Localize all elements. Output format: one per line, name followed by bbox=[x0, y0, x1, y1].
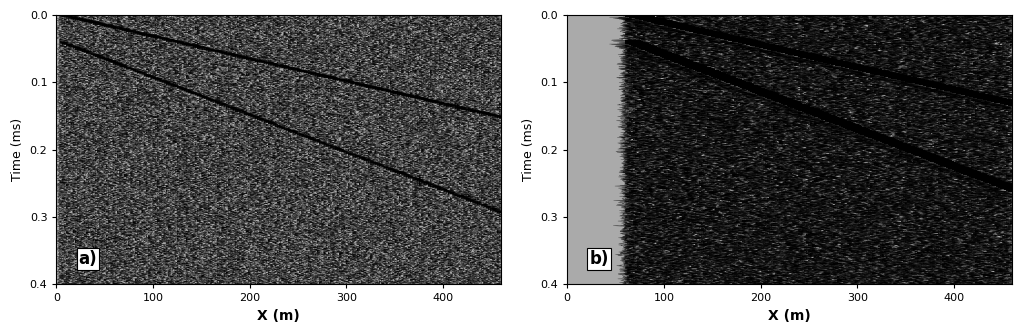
Y-axis label: Time (ms): Time (ms) bbox=[11, 118, 25, 181]
X-axis label: X (m): X (m) bbox=[768, 309, 811, 323]
Text: b): b) bbox=[589, 250, 609, 268]
Y-axis label: Time (ms): Time (ms) bbox=[522, 118, 535, 181]
Text: a): a) bbox=[79, 250, 97, 268]
X-axis label: X (m): X (m) bbox=[258, 309, 300, 323]
